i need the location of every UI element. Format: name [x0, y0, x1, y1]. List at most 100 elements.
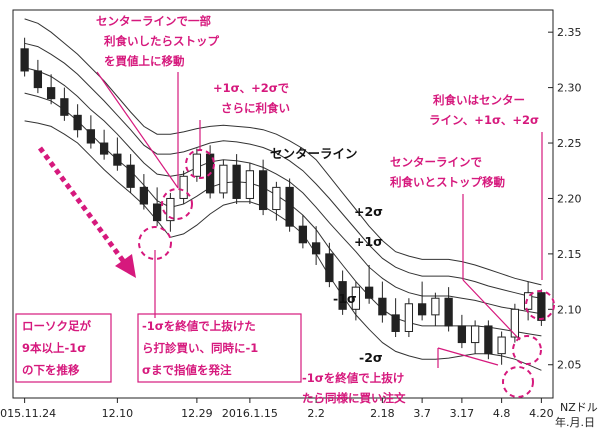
candle-body-down — [444, 297, 453, 327]
candle-body-down — [73, 114, 82, 131]
candle — [444, 287, 453, 332]
candle — [285, 178, 294, 232]
candle-body-up — [351, 286, 361, 310]
candle-body-up — [523, 292, 533, 310]
candle-body-up — [404, 303, 414, 332]
annotation-candles-below-line1: ローソク足が — [22, 319, 91, 333]
annotation-center-take-stop-line1: センターラインで — [390, 155, 482, 169]
y-tick-label: 2.20 — [557, 192, 582, 205]
candle — [272, 181, 281, 221]
candle-body-down — [364, 286, 374, 299]
candle — [378, 281, 387, 323]
candle — [537, 289, 546, 326]
minus-2sigma-label: -2σ — [359, 350, 383, 365]
candle-body-down — [325, 253, 334, 283]
annotation-breakout-buy-line3: σまで指値を発注 — [142, 363, 232, 377]
candle — [404, 298, 414, 338]
band-line-center — [24, 67, 542, 315]
highlight-circle-breakout-again — [502, 366, 534, 398]
candle — [391, 298, 400, 338]
candle — [126, 154, 135, 193]
x-tick-label: 12.10 — [102, 407, 134, 420]
candle — [46, 74, 56, 105]
plus-2sigma-label: +2σ — [354, 204, 383, 219]
candle-body-down — [417, 303, 427, 316]
annotation-breakout-buy-line2: ら打診買い、同時に-1 — [142, 341, 258, 355]
annotation-center-partial-line2: 利食いしたらストップ — [103, 34, 219, 48]
callout-box-candles-below — [15, 313, 112, 383]
band-line-plus-1sigma — [24, 42, 542, 299]
candle — [510, 303, 520, 343]
candle-body-down — [33, 70, 43, 89]
annotation-take-profit-line1: +1σ、+2σで — [213, 81, 289, 95]
candle — [166, 192, 175, 232]
annotation-center-partial-line3: を買値上に移動 — [104, 54, 185, 68]
leader-breakout-again-2 — [437, 347, 499, 366]
annotation-candles-below-line2: 9本以上-1σ — [22, 341, 86, 355]
candle-body-down — [152, 203, 162, 222]
candle — [523, 281, 533, 321]
candle-body-down — [391, 314, 400, 332]
candle-body-down — [285, 186, 294, 227]
center-line-label: センターライン — [270, 146, 358, 161]
candle-body-down — [99, 142, 109, 155]
candle-body-down — [378, 297, 387, 316]
candle-body-down — [311, 242, 321, 255]
highlight-circle-center — [512, 335, 542, 365]
annotation-take-profit-band-line1: 利食いはセンター — [432, 93, 525, 107]
candle — [232, 154, 241, 204]
x-tick-label: 2016.1.15 — [222, 407, 278, 420]
candle-body-down — [60, 98, 69, 116]
x-tick-label: 2.18 — [370, 407, 395, 420]
leader-center-take-stop-2 — [462, 279, 521, 341]
x-tick-label: 2015.11.24 — [0, 407, 56, 420]
downtrend-arrow-line — [37, 146, 127, 264]
candle — [139, 174, 149, 210]
annotation-take-profit-band-line2: ライン、+1σ、+2σ — [429, 113, 539, 127]
annotation-breakout-buy-line1: -1σを終値で上抜けた — [142, 319, 256, 333]
candle — [20, 37, 29, 77]
candle — [258, 159, 268, 216]
leader-center-partial — [96, 71, 179, 189]
candle — [457, 314, 467, 349]
candle-body-up — [431, 297, 440, 316]
x-tick-label: 2.2 — [307, 407, 325, 420]
x-tick-label: 3.7 — [413, 407, 431, 420]
candle — [86, 115, 96, 149]
candle — [152, 187, 162, 227]
annotation-center-take-stop-line2: 利食いとストップ移動 — [389, 175, 505, 189]
highlight-circle-take-profit — [185, 149, 215, 179]
candle — [311, 226, 321, 265]
x-tick-label: 3.17 — [450, 407, 475, 420]
date-axis-label: 年.月.日 — [555, 415, 595, 429]
candle-body-up — [166, 197, 175, 222]
band-line-plus-2sigma — [24, 18, 542, 286]
minus-1sigma-label: -1σ — [333, 291, 357, 306]
candle — [364, 264, 374, 304]
candle-body-down — [46, 87, 56, 100]
highlight-circle-upper-band — [525, 290, 555, 320]
candle-body-down — [139, 186, 149, 205]
candle-body-down — [484, 325, 493, 355]
candle-body-up — [179, 175, 188, 199]
highlight-circle-center-partial — [161, 188, 193, 220]
candle — [338, 270, 347, 315]
candle-body-down — [20, 48, 29, 72]
y-tick-label: 2.25 — [557, 137, 582, 150]
candle — [245, 162, 255, 204]
candle-body-down — [86, 129, 96, 144]
candle — [484, 320, 493, 360]
annotation-breakout-again-line2: たら同様に買い注文 — [302, 391, 406, 405]
candle — [431, 292, 440, 326]
candle-body-up — [470, 325, 480, 344]
downtrend-arrow-head — [115, 254, 136, 278]
band-line-minus-1sigma — [24, 92, 542, 337]
y-tick-label: 2.15 — [557, 248, 582, 261]
candle-body-up — [510, 308, 520, 338]
candle-body-up — [245, 170, 255, 199]
candle-body-up — [219, 164, 228, 194]
candle — [470, 320, 480, 354]
callout-box-breakout-buy — [137, 313, 302, 383]
annotation-candles-below-line3: の下を推移 — [22, 363, 80, 377]
y-tick-label: 2.30 — [557, 82, 582, 95]
